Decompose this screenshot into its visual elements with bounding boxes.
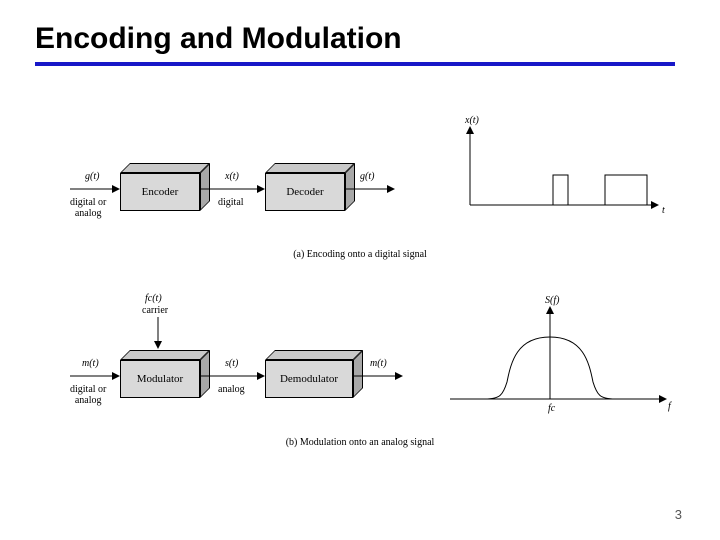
page-number: 3 — [675, 507, 682, 522]
label-a-gt-out: g(t) — [360, 171, 374, 182]
label-a-mid-type: digital — [218, 197, 244, 208]
label-b-graph-y: S(f) — [545, 295, 559, 306]
label-b-mid-type: analog — [218, 384, 245, 395]
label-a-graph-x: t — [662, 205, 665, 216]
arrow-a-out — [345, 183, 395, 195]
label-b-mt-in: m(t) — [82, 358, 99, 369]
arrow-b-out — [353, 370, 403, 382]
block-decoder: Decoder — [265, 163, 357, 213]
label-b-st: s(t) — [225, 358, 238, 369]
diagram-area: g(t) digital or analog Encoder x(t) digi… — [0, 85, 720, 505]
label-b-mt-out: m(t) — [370, 358, 387, 369]
caption-a: (a) Encoding onto a digital signal — [0, 249, 720, 260]
label-a-xt: x(t) — [225, 171, 239, 182]
block-demodulator: Demodulator — [265, 350, 365, 400]
label-a-gt-in: g(t) — [85, 171, 99, 182]
block-encoder: Encoder — [120, 163, 212, 213]
label-b-carrier: carrier — [142, 305, 168, 316]
page-title: Encoding and Modulation — [35, 22, 402, 56]
arrow-b-carrier — [152, 317, 164, 349]
caption-b: (b) Modulation onto an analog signal — [0, 437, 720, 448]
block-modulator: Modulator — [120, 350, 212, 400]
arrow-a-in — [70, 183, 120, 195]
graph-b — [445, 307, 675, 417]
label-b-graph-fc: fc — [548, 403, 555, 414]
graph-a — [435, 125, 665, 220]
label-b-fc: fc(t) — [145, 293, 162, 304]
label-b-input-type: digital or analog — [70, 384, 106, 406]
arrow-b-in — [70, 370, 120, 382]
arrow-a-mid — [200, 183, 265, 195]
arrow-b-mid — [200, 370, 265, 382]
label-a-input-type: digital or analog — [70, 197, 106, 219]
label-b-graph-x: f — [668, 401, 671, 412]
title-underline — [35, 62, 675, 66]
